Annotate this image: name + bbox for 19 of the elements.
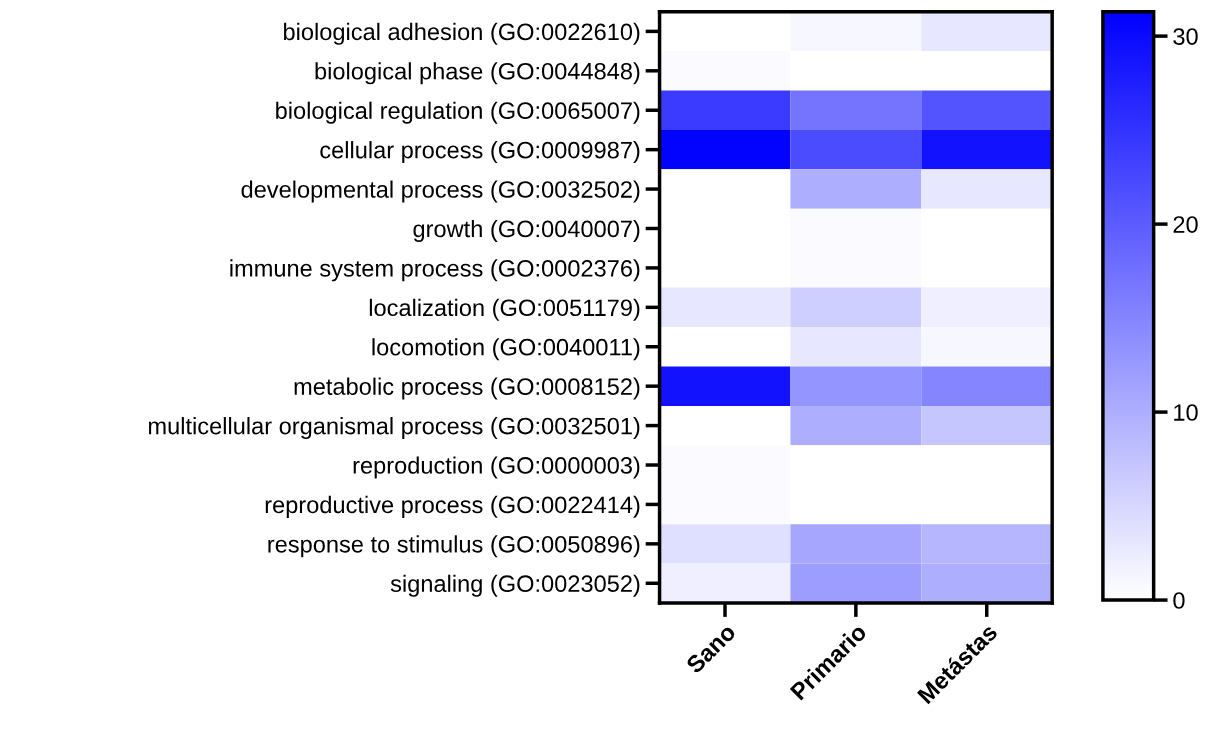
color-bar-label: 0 <box>1173 592 1185 609</box>
y-tick-label: reproductive process (GO:0022414) <box>265 495 640 518</box>
color-bar-label: 10 <box>1174 404 1198 421</box>
y-tick-label: biological regulation (GO:0065007) <box>276 101 640 124</box>
y-tick-label: localization (GO:0051179) <box>369 298 640 321</box>
y-tick-label: growth (GO:0040007) <box>413 219 640 242</box>
color-bar-label: 30 <box>1173 28 1198 45</box>
y-tick-label: developmental process (GO:0032502) <box>241 180 640 203</box>
y-tick-label: immune system process (GO:0002376) <box>230 259 640 282</box>
y-tick-label: multicellular organismal process (GO:0032501) <box>148 417 640 440</box>
y-tick-label: biological phase (GO:0044848) <box>315 62 640 85</box>
y-tick-label: response to stimulus (GO:0050896) <box>268 535 640 558</box>
y-tick-label: cellular process (GO:0009987) <box>320 141 640 164</box>
y-tick-label: reproduction (GO:0000003) <box>353 456 640 479</box>
y-tick-label: locomotion (GO:0040011) <box>372 338 640 361</box>
y-tick-label: signaling (GO:0023052) <box>390 574 640 597</box>
y-tick-label: metabolic process (GO:0008152) <box>294 377 640 400</box>
y-tick-label: biological adhesion (GO:0022610) <box>284 22 640 45</box>
color-bar-label: 20 <box>1173 216 1198 233</box>
